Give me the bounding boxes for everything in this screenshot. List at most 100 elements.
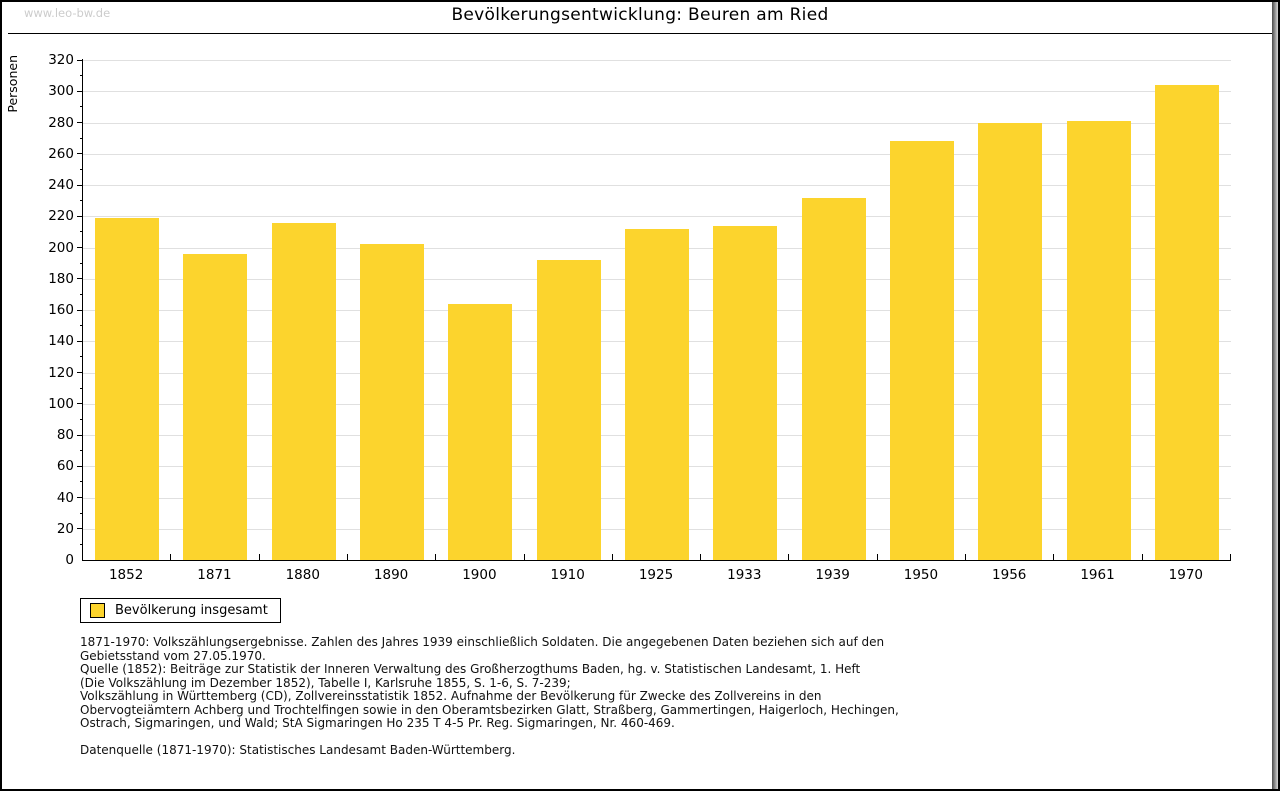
y-tick-140 bbox=[77, 340, 83, 342]
x-tick-label-1939: 1939 bbox=[815, 567, 850, 583]
y-tick-label-220: 220 bbox=[48, 208, 74, 225]
y-tick-260 bbox=[77, 153, 83, 155]
x-tick-label-1900: 1900 bbox=[462, 567, 497, 583]
y-tick-160 bbox=[77, 309, 83, 311]
y-tick-220 bbox=[77, 215, 83, 217]
bar-1970 bbox=[1154, 85, 1219, 560]
y-tick-150 bbox=[80, 325, 83, 327]
y-tick-320 bbox=[77, 59, 83, 61]
x-tick-13 bbox=[1230, 554, 1231, 560]
legend-swatch-icon bbox=[90, 603, 105, 618]
y-tick-180 bbox=[77, 278, 83, 280]
gridline-320 bbox=[83, 60, 1231, 61]
y-tick-310 bbox=[80, 75, 83, 77]
bar-1910 bbox=[536, 260, 601, 560]
legend-label: Bevölkerung insgesamt bbox=[115, 603, 268, 618]
y-tick-300 bbox=[77, 90, 83, 92]
right-edge-shadow bbox=[1272, 2, 1278, 789]
y-tick-30 bbox=[80, 512, 83, 514]
y-axis-title: Personen bbox=[5, 55, 20, 113]
bar-1900 bbox=[448, 303, 513, 560]
x-tick-label-1910: 1910 bbox=[550, 567, 585, 583]
x-tick-label-1890: 1890 bbox=[373, 567, 409, 583]
x-tick-2 bbox=[259, 554, 260, 560]
x-tick-label-1933: 1933 bbox=[727, 567, 762, 583]
x-tick-12 bbox=[1142, 554, 1143, 560]
gridline-280 bbox=[83, 122, 1231, 124]
y-tick-280 bbox=[77, 122, 83, 123]
bar-1890 bbox=[360, 244, 425, 560]
x-tick-label-1852: 1852 bbox=[108, 567, 144, 583]
gridline-300 bbox=[83, 91, 1231, 93]
y-tick-label-20: 20 bbox=[56, 520, 74, 537]
y-tick-20 bbox=[77, 528, 83, 530]
gridline-220 bbox=[83, 216, 1231, 218]
y-tick-label-240: 240 bbox=[48, 177, 74, 193]
x-tick-label-1956: 1956 bbox=[992, 567, 1027, 583]
x-tick-label-1970: 1970 bbox=[1168, 567, 1204, 583]
y-tick-190 bbox=[80, 262, 83, 264]
y-tick-label-300: 300 bbox=[48, 83, 74, 100]
plot-area bbox=[77, 59, 1231, 561]
y-tick-100 bbox=[77, 403, 83, 405]
y-tick-label-40: 40 bbox=[56, 489, 74, 506]
y-tick-label-140: 140 bbox=[48, 333, 74, 350]
footnote-line-3: Quelle (1852): Beiträge zur Statistik de… bbox=[80, 662, 861, 676]
footnote-line-6: Obervogteiämtern Achberg und Trochtelfin… bbox=[80, 702, 899, 717]
y-tick-label-180: 180 bbox=[48, 270, 74, 287]
x-tick-7 bbox=[700, 554, 701, 560]
x-tick-label-1950: 1950 bbox=[903, 567, 939, 583]
x-tick-1 bbox=[170, 554, 171, 560]
footnote-line-5: Volkszählung in Württemberg (CD), Zollve… bbox=[80, 689, 822, 703]
gridline-240 bbox=[83, 185, 1231, 186]
x-tick-10 bbox=[965, 554, 966, 560]
x-tick-9 bbox=[877, 554, 878, 560]
y-tick-label-60: 60 bbox=[56, 458, 74, 475]
y-tick-290 bbox=[80, 106, 83, 108]
y-tick-60 bbox=[77, 465, 83, 467]
bar-1950 bbox=[889, 141, 954, 560]
x-tick-6 bbox=[612, 554, 613, 560]
y-tick-label-80: 80 bbox=[56, 427, 74, 443]
chart-title: Bevölkerungsentwicklung: Beuren am Ried bbox=[451, 5, 829, 25]
x-tick-label-1961: 1961 bbox=[1080, 567, 1115, 583]
bar-1956 bbox=[978, 122, 1043, 560]
x-tick-8 bbox=[788, 554, 789, 560]
y-tick-label-0: 0 bbox=[65, 552, 74, 568]
y-tick-230 bbox=[80, 200, 83, 202]
y-tick-200 bbox=[77, 247, 83, 248]
x-tick-label-1871: 1871 bbox=[197, 567, 232, 583]
bar-1871 bbox=[183, 253, 248, 560]
y-tick-label-120: 120 bbox=[48, 364, 74, 381]
y-tick-label-280: 280 bbox=[48, 114, 74, 131]
y-tick-270 bbox=[80, 137, 83, 139]
footnote-line-1: 1871-1970: Volkszählungsergebnisse. Zahl… bbox=[80, 635, 885, 649]
footnote-line-4: (Die Volkszählung im Dezember 1852), Tab… bbox=[80, 675, 571, 690]
y-tick-210 bbox=[80, 231, 83, 233]
y-tick-label-160: 160 bbox=[48, 302, 74, 318]
y-tick-label-100: 100 bbox=[48, 395, 74, 412]
y-tick-90 bbox=[80, 418, 83, 420]
y-tick-40 bbox=[77, 497, 83, 498]
x-tick-label-1880: 1880 bbox=[285, 567, 320, 583]
bar-1933 bbox=[713, 225, 778, 560]
y-tick-120 bbox=[77, 372, 83, 373]
x-tick-5 bbox=[524, 554, 525, 560]
y-tick-170 bbox=[80, 293, 83, 295]
y-tick-240 bbox=[77, 184, 83, 186]
bar-1880 bbox=[271, 222, 336, 560]
y-tick-label-260: 260 bbox=[48, 145, 74, 162]
footnotes: 1871-1970: Volkszählungsergebnisse. Zahl… bbox=[80, 635, 899, 758]
x-tick-11 bbox=[1053, 554, 1054, 560]
watermark-link: www.leo-bw.de bbox=[24, 6, 111, 20]
y-tick-label-320: 320 bbox=[48, 52, 74, 68]
footnote-line-2: Gebietsstand vom 27.05.1970. bbox=[80, 648, 266, 663]
legend: Bevölkerung insgesamt bbox=[80, 598, 281, 623]
y-tick-label-200: 200 bbox=[48, 239, 74, 256]
y-tick-80 bbox=[77, 434, 83, 436]
x-tick-label-1925: 1925 bbox=[638, 567, 674, 583]
y-tick-50 bbox=[80, 481, 83, 483]
y-tick-110 bbox=[80, 387, 83, 389]
x-tick-4 bbox=[435, 554, 436, 560]
